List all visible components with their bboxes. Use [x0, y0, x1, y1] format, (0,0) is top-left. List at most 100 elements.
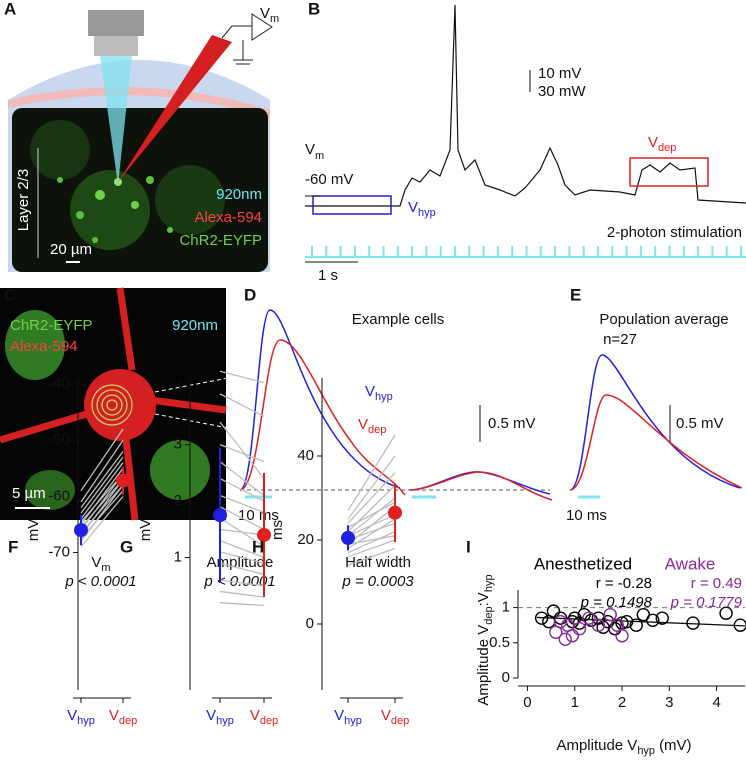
- scale-t: 10 ms: [238, 507, 279, 524]
- text-part: hyp: [216, 715, 234, 727]
- scale-p: 30 mW: [538, 83, 586, 100]
- cell-line: [80, 439, 124, 503]
- x-tick-label: 3: [665, 694, 673, 711]
- dep-label: Vdep: [358, 416, 386, 436]
- point: [615, 629, 629, 643]
- x-tick-label: Vdep: [250, 707, 278, 727]
- text-part: hyp: [77, 715, 95, 727]
- cell-line: [219, 393, 265, 418]
- text-part: hyp: [483, 574, 495, 592]
- cell-line: [219, 494, 265, 514]
- vm-label: Vm: [260, 5, 279, 25]
- mean-dot: [116, 473, 130, 488]
- cell-line: [80, 428, 124, 492]
- scale-v: 10 mV: [538, 65, 581, 82]
- dye: Alexa-594: [194, 209, 262, 226]
- point: [629, 618, 643, 632]
- text-part: Amplitude V: [556, 737, 637, 754]
- x-axis-label: Amplitude Vhyp (mV): [556, 737, 691, 757]
- chart-title: Half width: [345, 554, 411, 571]
- point: [733, 618, 746, 632]
- x-tick-label: Vhyp: [334, 707, 362, 727]
- legend-entry: Awake: [665, 554, 716, 573]
- text-part: V: [206, 707, 216, 724]
- cell-line: [80, 467, 124, 525]
- scale-t: 1 s: [318, 267, 338, 284]
- x-tick-label: Vdep: [109, 707, 137, 727]
- vm-label: Vm: [305, 141, 324, 162]
- cell-line: [219, 602, 265, 607]
- cell-line: [219, 370, 265, 384]
- point: [719, 606, 733, 620]
- y-tick-label: 1: [174, 549, 182, 566]
- x-tick-label: Vhyp: [67, 707, 95, 727]
- y-tick-label: 4: [174, 379, 182, 396]
- y-tick-label: 0.5: [489, 634, 510, 651]
- cell-line: [347, 514, 396, 537]
- panel-de-traces: [239, 309, 743, 501]
- y-tick-label: 0: [306, 615, 314, 632]
- cell-line: [347, 522, 396, 541]
- wavelength: 920nm: [172, 317, 218, 334]
- y-tick-label: 1: [502, 599, 510, 616]
- legend-entry: Anesthetized: [534, 554, 632, 573]
- point: [601, 614, 615, 629]
- y-tick-label: 3: [174, 436, 182, 453]
- cell-line: [219, 590, 265, 598]
- text-part: m: [101, 562, 110, 574]
- cell-line: [347, 472, 396, 524]
- point: [553, 611, 568, 625]
- panel-label: A: [4, 0, 16, 18]
- x-tick-label: 0: [523, 694, 531, 711]
- panel-label: E: [570, 285, 581, 304]
- point: [686, 616, 700, 630]
- stat-p: p = 0.1498: [580, 594, 653, 611]
- opsin: ChR2-EYFP: [10, 317, 93, 334]
- panel-a-illustration: [8, 10, 273, 272]
- level-label: -60 mV: [305, 171, 353, 188]
- mean-dot: [341, 530, 355, 545]
- panel-label: D: [244, 285, 256, 304]
- cell-line: [80, 451, 124, 509]
- point: [620, 614, 634, 629]
- y-axis-label: ms: [269, 520, 286, 540]
- x-tick-label: 4: [712, 694, 720, 711]
- text-part: Amplitude: [207, 554, 274, 571]
- panel-title: Example cells: [352, 311, 445, 328]
- text-part: dep: [483, 606, 495, 624]
- hyp-label: Vhyp: [408, 199, 436, 219]
- cell-line: [347, 535, 396, 545]
- panel-label: B: [308, 0, 320, 18]
- point: [546, 604, 561, 618]
- point: [655, 611, 669, 625]
- point: [553, 614, 568, 629]
- point: [558, 632, 572, 646]
- text-part: hyp: [344, 715, 362, 727]
- panel-label: G: [120, 537, 133, 556]
- cell-line: [219, 551, 265, 564]
- panel-label: H: [252, 537, 264, 556]
- point: [603, 607, 617, 622]
- point: [646, 613, 660, 627]
- text-part: dep: [391, 715, 409, 727]
- cell-line: [347, 539, 396, 558]
- mean-dot: [388, 505, 402, 520]
- cell-line: [219, 421, 265, 479]
- x-tick-label: 2: [618, 694, 626, 711]
- text-part: V: [91, 554, 101, 571]
- chart-title: Vm: [91, 554, 110, 574]
- cell-line: [80, 473, 124, 531]
- cell-line: [347, 547, 396, 566]
- x-tick-label: Vdep: [381, 707, 409, 727]
- cell-line: [347, 531, 396, 554]
- cell-line: [80, 484, 124, 534]
- mean-dot: [74, 523, 88, 538]
- cell-line: [80, 495, 124, 548]
- cell-line: [80, 490, 124, 539]
- point: [565, 629, 580, 643]
- text-part: V: [250, 707, 260, 724]
- scale-v: 0.5 mV: [676, 415, 724, 432]
- x-tick-label: 1: [571, 694, 579, 711]
- point: [582, 611, 596, 625]
